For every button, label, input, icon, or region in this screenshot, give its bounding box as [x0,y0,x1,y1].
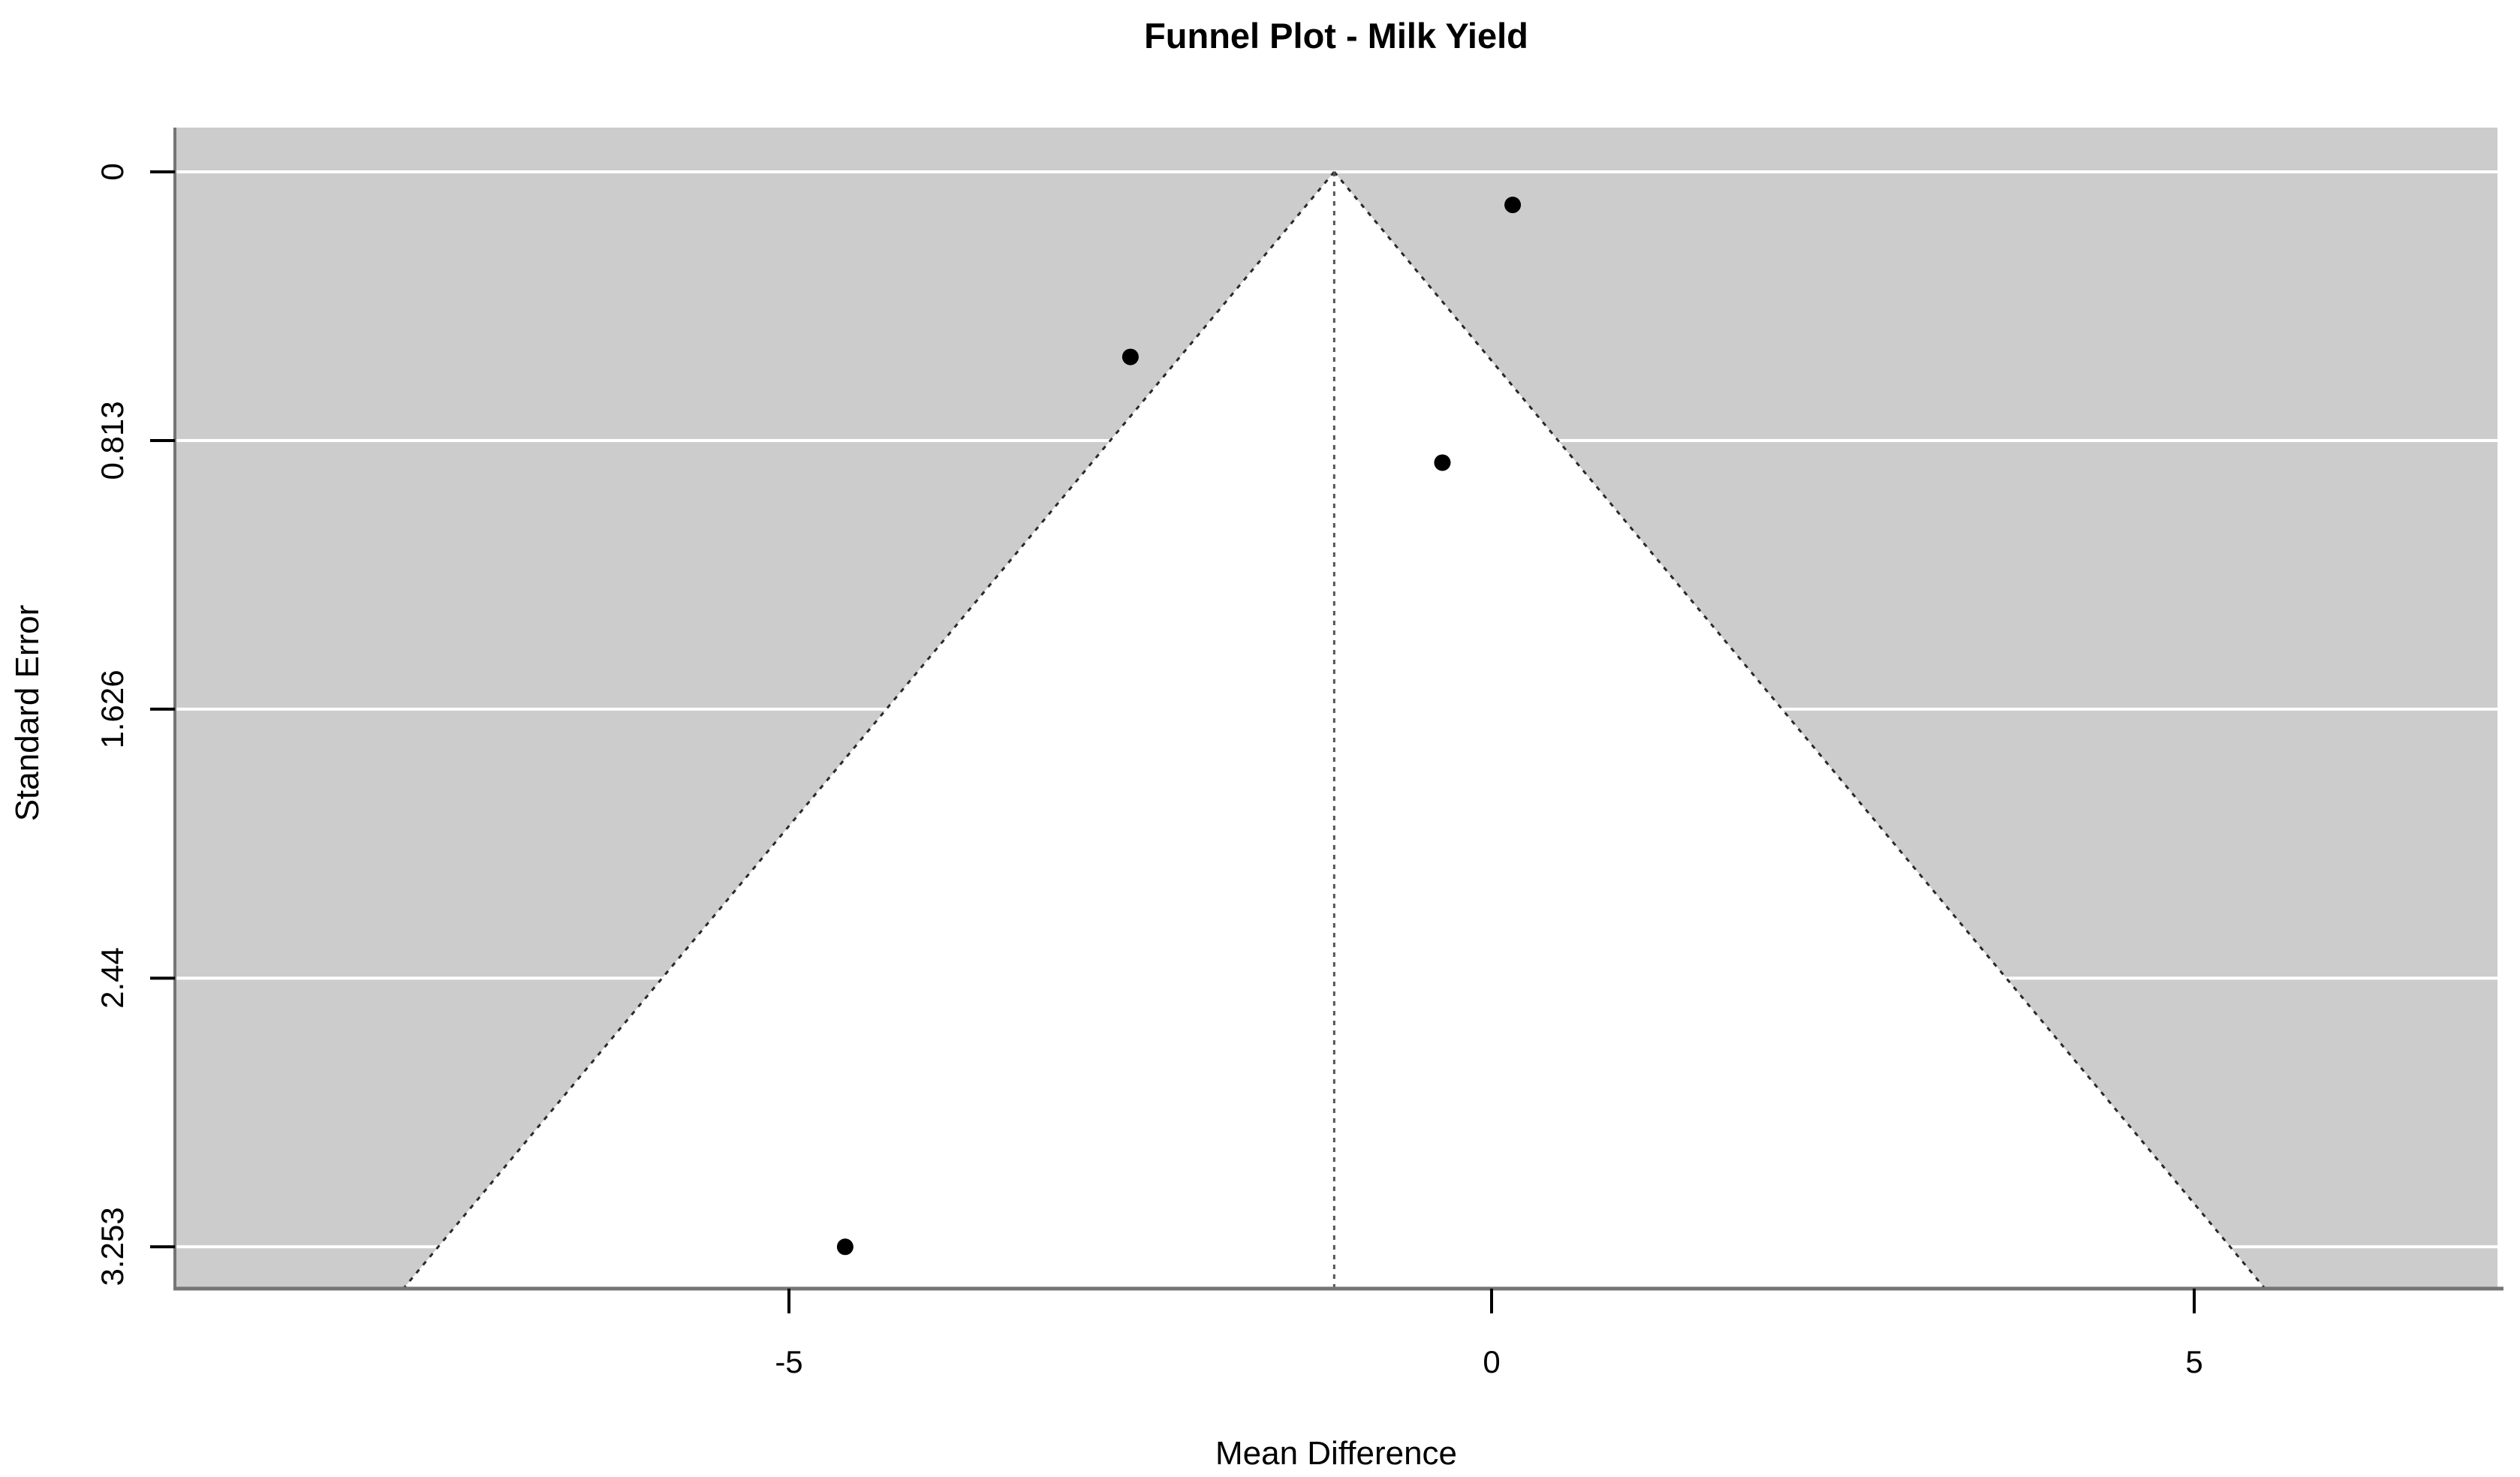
chart-title: Funnel Plot - Milk Yield [1144,16,1528,56]
y-tick-label: 2.44 [95,947,130,1009]
data-point [1434,454,1451,471]
data-point [1504,197,1522,214]
y-tick-label: 0 [95,163,130,181]
x-tick-label: 5 [2185,1344,2203,1379]
funnel-right-edge [1333,171,2266,1289]
x-axis-title: Mean Difference [1215,1435,1458,1472]
funnel-left-edge [402,171,1335,1289]
y-tick-label: 1.626 [95,669,130,749]
y-tick-label: 3.253 [95,1207,130,1286]
x-tick-label: 0 [1483,1344,1501,1379]
data-point [836,1238,854,1256]
y-tick-label: 0.813 [95,401,130,480]
x-tick-label: -5 [775,1344,803,1379]
data-point [1122,348,1139,365]
